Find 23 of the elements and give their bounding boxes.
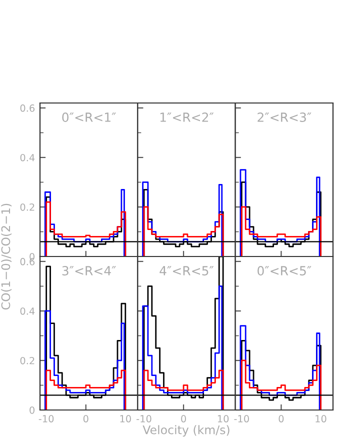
x-tick-label: 10	[120, 415, 131, 422]
x-tick-label: -10	[234, 415, 249, 422]
x-tick-label: 10	[218, 415, 229, 422]
x-axis-title: Velocity (km/s)	[142, 425, 230, 437]
annotation: 0″<R<1″	[62, 112, 116, 122]
x-tick-label: -10	[136, 415, 152, 422]
annotation: 4″<R<5″	[160, 266, 214, 276]
x-tick-label: 10	[316, 415, 326, 422]
x-tick-label: 0	[83, 415, 88, 422]
y-tick-label: 0	[30, 406, 34, 414]
x-tick-label: -10	[38, 415, 54, 422]
y-tick-label: 0.2	[20, 356, 34, 364]
x-tick-label: 0	[181, 415, 186, 422]
y-tick-label: 0.2	[20, 203, 34, 211]
y-tick-label: 0.6	[20, 104, 35, 112]
y-axis-title: CO(1−0)/CO(2−1)	[1, 204, 12, 310]
annotation: 3″<R<4″	[62, 266, 116, 276]
y-tick-label: 0.4	[20, 307, 35, 315]
annotation: 1″<R<2″	[160, 112, 214, 122]
y-tick-label: 0.4	[20, 154, 35, 162]
x-tick-label: 0	[278, 415, 284, 422]
annotation: 2″<R<3″	[258, 112, 312, 122]
annotation: 0″<R<5″	[258, 266, 312, 276]
